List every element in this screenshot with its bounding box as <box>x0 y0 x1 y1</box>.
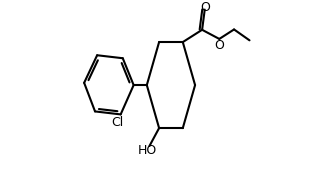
Text: O: O <box>214 39 224 52</box>
Text: O: O <box>200 1 210 14</box>
Text: HO: HO <box>138 144 157 157</box>
Text: Cl: Cl <box>112 116 124 129</box>
